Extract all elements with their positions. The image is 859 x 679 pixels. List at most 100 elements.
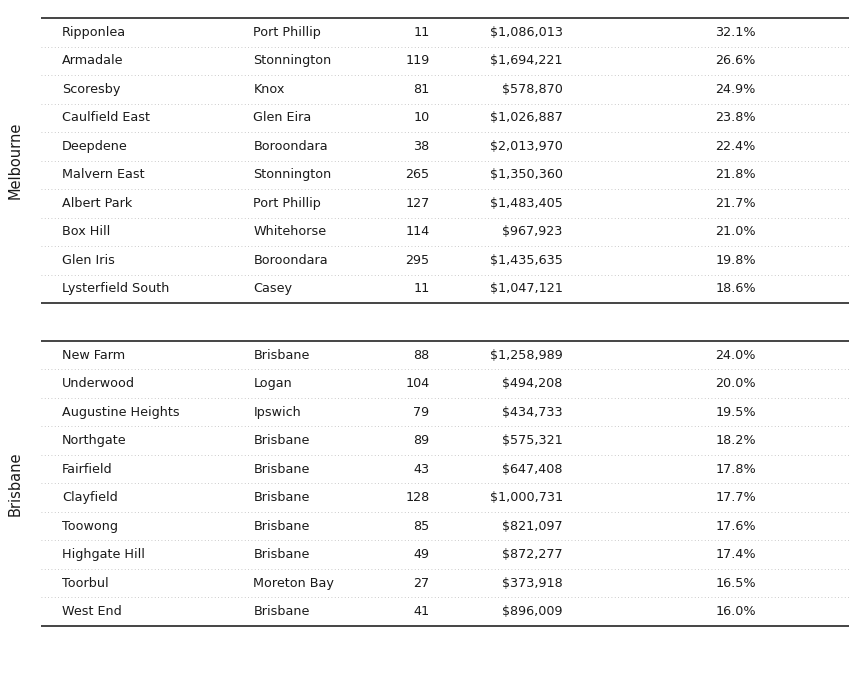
Text: Whitehorse: Whitehorse bbox=[253, 225, 326, 238]
Text: 18.6%: 18.6% bbox=[716, 282, 756, 295]
Text: $821,097: $821,097 bbox=[502, 519, 563, 533]
Text: 19.5%: 19.5% bbox=[716, 406, 756, 419]
Text: 27: 27 bbox=[413, 576, 430, 590]
Text: 17.7%: 17.7% bbox=[716, 491, 756, 504]
Text: $434,733: $434,733 bbox=[502, 406, 563, 419]
Text: 18.2%: 18.2% bbox=[716, 435, 756, 447]
Text: 32.1%: 32.1% bbox=[716, 26, 756, 39]
Text: Knox: Knox bbox=[253, 83, 285, 96]
Text: 22.4%: 22.4% bbox=[716, 140, 756, 153]
Text: 85: 85 bbox=[413, 519, 430, 533]
Text: $1,258,989: $1,258,989 bbox=[490, 349, 563, 362]
Text: Boroondara: Boroondara bbox=[253, 254, 328, 267]
Text: Clayfield: Clayfield bbox=[62, 491, 118, 504]
Text: $896,009: $896,009 bbox=[503, 605, 563, 619]
Text: $1,026,887: $1,026,887 bbox=[490, 111, 563, 124]
Text: Brisbane: Brisbane bbox=[253, 548, 310, 562]
Text: 21.0%: 21.0% bbox=[716, 225, 756, 238]
Text: Stonnington: Stonnington bbox=[253, 54, 332, 67]
Text: 17.4%: 17.4% bbox=[716, 548, 756, 562]
Text: Boroondara: Boroondara bbox=[253, 140, 328, 153]
Text: Armadale: Armadale bbox=[62, 54, 124, 67]
Text: 265: 265 bbox=[405, 168, 430, 181]
Text: 41: 41 bbox=[413, 605, 430, 619]
Text: Port Phillip: Port Phillip bbox=[253, 197, 321, 210]
Text: 104: 104 bbox=[405, 378, 430, 390]
Text: 88: 88 bbox=[413, 349, 430, 362]
Text: $1,047,121: $1,047,121 bbox=[490, 282, 563, 295]
Text: $647,408: $647,408 bbox=[503, 463, 563, 476]
Text: $1,694,221: $1,694,221 bbox=[490, 54, 563, 67]
Text: Lysterfield South: Lysterfield South bbox=[62, 282, 169, 295]
Text: 38: 38 bbox=[413, 140, 430, 153]
Text: Ipswich: Ipswich bbox=[253, 406, 302, 419]
Text: Glen Eira: Glen Eira bbox=[253, 111, 312, 124]
Text: Toowong: Toowong bbox=[62, 519, 118, 533]
Text: 23.8%: 23.8% bbox=[716, 111, 756, 124]
Text: Scoresby: Scoresby bbox=[62, 83, 120, 96]
Text: $1,350,360: $1,350,360 bbox=[490, 168, 563, 181]
Text: 21.8%: 21.8% bbox=[716, 168, 756, 181]
Text: 79: 79 bbox=[413, 406, 430, 419]
Text: Brisbane: Brisbane bbox=[253, 605, 310, 619]
Text: 43: 43 bbox=[413, 463, 430, 476]
Text: Casey: Casey bbox=[253, 282, 292, 295]
Text: $373,918: $373,918 bbox=[502, 576, 563, 590]
Text: 295: 295 bbox=[405, 254, 430, 267]
Text: Brisbane: Brisbane bbox=[253, 435, 310, 447]
Text: Box Hill: Box Hill bbox=[62, 225, 110, 238]
Text: 20.0%: 20.0% bbox=[716, 378, 756, 390]
Text: Moreton Bay: Moreton Bay bbox=[253, 576, 334, 590]
Text: Toorbul: Toorbul bbox=[62, 576, 108, 590]
Text: $1,000,731: $1,000,731 bbox=[490, 491, 563, 504]
Text: 89: 89 bbox=[413, 435, 430, 447]
Text: 17.8%: 17.8% bbox=[716, 463, 756, 476]
Text: 81: 81 bbox=[413, 83, 430, 96]
Text: Albert Park: Albert Park bbox=[62, 197, 132, 210]
Text: Northgate: Northgate bbox=[62, 435, 126, 447]
Text: Underwood: Underwood bbox=[62, 378, 135, 390]
Text: $578,870: $578,870 bbox=[502, 83, 563, 96]
Text: Ripponlea: Ripponlea bbox=[62, 26, 126, 39]
Text: Glen Iris: Glen Iris bbox=[62, 254, 115, 267]
Text: 24.9%: 24.9% bbox=[716, 83, 756, 96]
Text: $2,013,970: $2,013,970 bbox=[490, 140, 563, 153]
Text: 16.0%: 16.0% bbox=[716, 605, 756, 619]
Text: Logan: Logan bbox=[253, 378, 292, 390]
Text: Brisbane: Brisbane bbox=[253, 463, 310, 476]
Text: West End: West End bbox=[62, 605, 122, 619]
Text: 114: 114 bbox=[405, 225, 430, 238]
Text: $967,923: $967,923 bbox=[503, 225, 563, 238]
Text: 11: 11 bbox=[413, 26, 430, 39]
Text: Brisbane: Brisbane bbox=[253, 491, 310, 504]
Text: Malvern East: Malvern East bbox=[62, 168, 144, 181]
Text: 19.8%: 19.8% bbox=[716, 254, 756, 267]
Text: Brisbane: Brisbane bbox=[253, 349, 310, 362]
Text: Melbourne: Melbourne bbox=[8, 122, 23, 199]
Text: 119: 119 bbox=[405, 54, 430, 67]
Text: New Farm: New Farm bbox=[62, 349, 125, 362]
Text: Augustine Heights: Augustine Heights bbox=[62, 406, 180, 419]
Text: Brisbane: Brisbane bbox=[253, 519, 310, 533]
Text: 10: 10 bbox=[413, 111, 430, 124]
Text: $1,086,013: $1,086,013 bbox=[490, 26, 563, 39]
Text: Port Phillip: Port Phillip bbox=[253, 26, 321, 39]
Text: 21.7%: 21.7% bbox=[716, 197, 756, 210]
Text: $1,483,405: $1,483,405 bbox=[490, 197, 563, 210]
Text: 16.5%: 16.5% bbox=[716, 576, 756, 590]
Text: 49: 49 bbox=[413, 548, 430, 562]
Text: $575,321: $575,321 bbox=[502, 435, 563, 447]
Text: $872,277: $872,277 bbox=[502, 548, 563, 562]
Text: 127: 127 bbox=[405, 197, 430, 210]
Text: Fairfield: Fairfield bbox=[62, 463, 113, 476]
Text: 128: 128 bbox=[405, 491, 430, 504]
Text: 24.0%: 24.0% bbox=[716, 349, 756, 362]
Text: $1,435,635: $1,435,635 bbox=[490, 254, 563, 267]
Text: Highgate Hill: Highgate Hill bbox=[62, 548, 144, 562]
Text: 11: 11 bbox=[413, 282, 430, 295]
Text: 26.6%: 26.6% bbox=[716, 54, 756, 67]
Text: $494,208: $494,208 bbox=[503, 378, 563, 390]
Text: Deepdene: Deepdene bbox=[62, 140, 128, 153]
Text: Brisbane: Brisbane bbox=[8, 452, 23, 516]
Text: 17.6%: 17.6% bbox=[716, 519, 756, 533]
